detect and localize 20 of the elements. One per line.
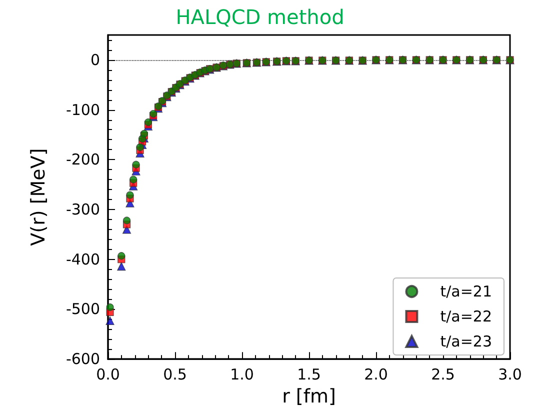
x-tick-label: 1.5 [297, 366, 321, 384]
legend-label: t/a=23 [440, 332, 492, 350]
y-tick-label: -300 [66, 200, 100, 219]
x-tick-label: 3.0 [498, 366, 522, 384]
y-tick-label: -200 [66, 150, 100, 169]
x-tick-label: 0.5 [163, 366, 187, 384]
chart-title: HALQCD method [176, 5, 344, 29]
y-axis-title: V(r) [MeV] [28, 148, 50, 246]
x-tick-label: 2.5 [431, 366, 455, 384]
legend-label: t/a=22 [440, 308, 492, 326]
x-tick-label: 2.0 [364, 366, 388, 384]
x-tick-label: 1.0 [230, 366, 254, 384]
y-tick-label: 0 [90, 50, 100, 69]
y-tick-label: -400 [66, 250, 100, 268]
y-tick-label: -500 [66, 300, 100, 318]
y-tick-label: -600 [66, 350, 100, 368]
x-tick-label: 0.0 [96, 366, 120, 384]
y-tick-label: -100 [66, 100, 100, 119]
legend-label: t/a=21 [440, 282, 492, 300]
x-axis-title: r [fm] [282, 386, 336, 408]
